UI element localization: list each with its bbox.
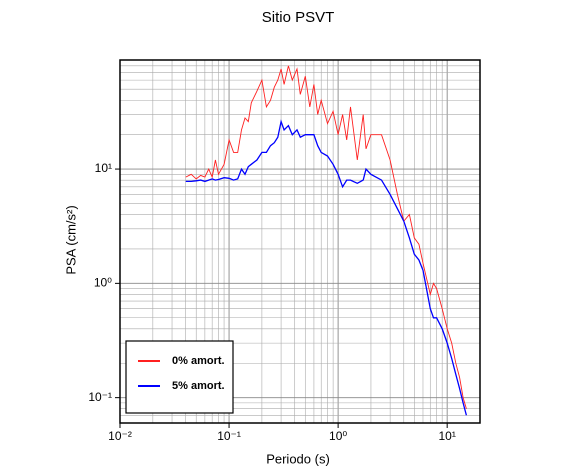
plot-frame xyxy=(119,59,481,424)
y-axis-label: PSA (cm/s²) xyxy=(63,205,78,274)
data-line xyxy=(185,65,467,409)
x-tick-label: 10⁰ xyxy=(329,429,347,443)
legend-label: 5% amort. xyxy=(172,380,225,392)
x-axis-label: Periodo (s) xyxy=(266,451,330,466)
y-tick-label: 10⁰ xyxy=(94,276,112,290)
x-tick-label: 10⁻² xyxy=(108,429,132,443)
y-tick-label: 10¹ xyxy=(95,161,112,175)
legend-box xyxy=(125,340,234,414)
y-tick-label: 10⁻¹ xyxy=(88,390,112,404)
x-tick-label: 10¹ xyxy=(438,429,455,443)
data-line xyxy=(185,119,468,416)
legend-label: 0% amort. xyxy=(172,355,225,367)
chart-title: Sitio PSVT xyxy=(262,9,335,26)
x-tick-label: 10⁻¹ xyxy=(217,429,241,443)
